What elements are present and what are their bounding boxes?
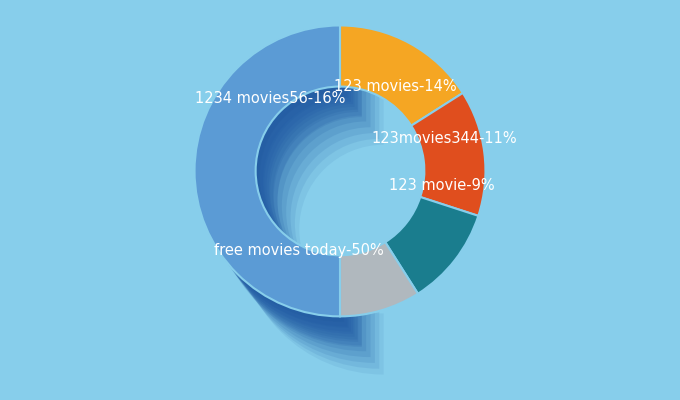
- Wedge shape: [202, 36, 347, 326]
- Wedge shape: [238, 84, 384, 374]
- Wedge shape: [340, 26, 463, 126]
- Wedge shape: [203, 37, 349, 328]
- Wedge shape: [199, 31, 344, 322]
- Wedge shape: [209, 46, 354, 337]
- Wedge shape: [213, 51, 358, 342]
- Wedge shape: [234, 78, 379, 369]
- Text: 123 movies-14%: 123 movies-14%: [334, 79, 456, 94]
- Wedge shape: [411, 93, 486, 216]
- Text: 123 movie-9%: 123 movie-9%: [389, 178, 494, 193]
- Wedge shape: [216, 56, 362, 347]
- Wedge shape: [194, 26, 340, 316]
- Wedge shape: [229, 72, 375, 363]
- Text: 1234 movies56-16%: 1234 movies56-16%: [195, 91, 345, 106]
- Wedge shape: [221, 60, 367, 351]
- Wedge shape: [205, 41, 351, 332]
- Wedge shape: [340, 242, 418, 316]
- Wedge shape: [216, 54, 362, 346]
- Wedge shape: [212, 49, 358, 340]
- Wedge shape: [207, 43, 353, 334]
- Wedge shape: [198, 30, 343, 322]
- Text: free movies today-50%: free movies today-50%: [214, 244, 384, 258]
- Wedge shape: [225, 66, 371, 357]
- Wedge shape: [385, 197, 478, 294]
- Text: 123movies344-11%: 123movies344-11%: [372, 132, 517, 146]
